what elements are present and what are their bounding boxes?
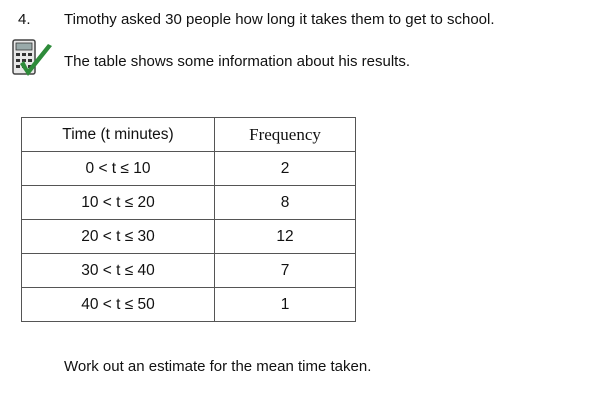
results-table: Time (t minutes) Frequency 0 < t ≤ 10 2 10…	[21, 117, 356, 322]
calculator-icon	[12, 39, 52, 76]
header-row: Time (t minutes) Frequency	[21, 117, 356, 152]
frequency-cell: 12	[214, 219, 356, 254]
table-row: 40 < t ≤ 50 1	[21, 287, 356, 322]
time-cell: 10 < t ≤ 20	[21, 185, 215, 220]
question-text: The table shows some information about h…	[64, 53, 411, 70]
instruction: Work out an estimate for the mean time t…	[64, 358, 372, 375]
header-cell: Frequency	[214, 117, 356, 152]
frequency-cell: 2	[214, 151, 356, 186]
table-row: 10 < t ≤ 20 8	[21, 185, 356, 220]
header-cell: Time (t minutes)	[21, 117, 215, 152]
table-row: 0 < t ≤ 10 2	[21, 151, 356, 186]
frequency-cell: 8	[214, 185, 356, 220]
time-cell: 20 < t ≤ 30	[21, 219, 215, 254]
question-text: Timothy asked 30 people how long it take…	[64, 11, 495, 28]
question-number: 4.	[18, 11, 31, 28]
table-row: 20 < t ≤ 30 12	[21, 219, 356, 254]
frequency-cell: 1	[214, 287, 356, 322]
time-cell: 30 < t ≤ 40	[21, 253, 215, 288]
frequency-cell: 7	[214, 253, 356, 288]
table-body: 0 < t ≤ 10 2 10 < t ≤ 20 8 20 < t ≤ 30 12 30 <…	[21, 151, 356, 322]
table-row: 30 < t ≤ 40 7	[21, 253, 356, 288]
time-cell: 40 < t ≤ 50	[21, 287, 215, 322]
time-cell: 0 < t ≤ 10	[21, 151, 215, 186]
